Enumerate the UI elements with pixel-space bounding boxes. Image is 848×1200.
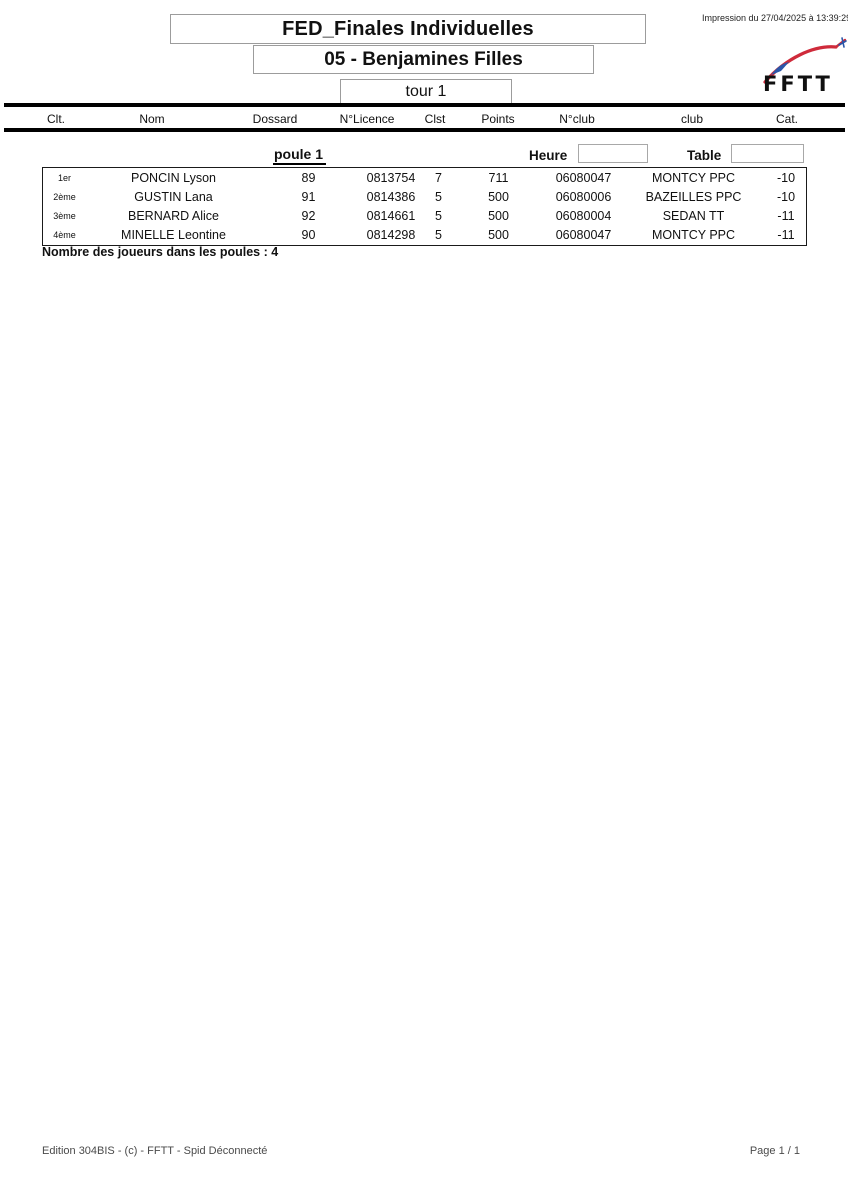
table-input[interactable] <box>731 144 804 163</box>
print-timestamp: Impression du 27/04/2025 à 13:39:29 <box>702 13 848 23</box>
table-row: 1er PONCIN Lyson 89 0813754 7 711 060800… <box>43 168 806 187</box>
fftt-logo-icon: FFTT <box>763 37 847 94</box>
col-header-cat: Cat. <box>775 112 799 126</box>
cell-licence: 0814386 <box>366 189 416 204</box>
cell-clst: 5 <box>435 189 442 204</box>
cell-dossard: 90 <box>301 228 316 243</box>
heure-input[interactable] <box>578 144 648 163</box>
cell-name: PONCIN Lyson <box>131 170 216 185</box>
cell-clst: 7 <box>435 170 442 185</box>
cell-licence: 0813754 <box>366 170 416 185</box>
col-header-clst: Clst <box>424 112 446 126</box>
cell-dossard: 91 <box>301 189 316 204</box>
cell-club: MONTCY PPC <box>651 170 736 185</box>
table-row: 2ème GUSTIN Lana 91 0814386 5 500 060800… <box>43 187 806 206</box>
col-header-nclub: N°club <box>559 112 595 126</box>
col-header-licence: N°Licence <box>339 112 395 126</box>
col-header-clt: Clt. <box>47 112 65 126</box>
table-label: Table <box>687 148 722 163</box>
cell-nclub: 06080006 <box>555 189 612 204</box>
cell-nclub: 06080004 <box>555 209 612 224</box>
cell-points: 500 <box>488 189 509 204</box>
logo-text: FFTT <box>763 72 833 94</box>
cell-points: 500 <box>488 228 509 243</box>
heure-label: Heure <box>529 148 568 163</box>
cell-dossard: 92 <box>301 209 316 224</box>
round-title: tour 1 <box>340 79 512 104</box>
cell-rank: 3ème <box>53 211 76 222</box>
cell-club: BAZEILLES PPC <box>645 189 742 204</box>
cell-rank: 2ème <box>53 191 76 202</box>
players-table: 1er PONCIN Lyson 89 0813754 7 711 060800… <box>42 167 807 246</box>
col-header-dossard: Dossard <box>252 112 298 126</box>
col-header-nom: Nom <box>139 112 165 126</box>
category-title: 05 - Benjamines Filles <box>253 45 594 74</box>
cell-rank: 4ème <box>53 230 76 241</box>
cell-nclub: 06080047 <box>555 228 612 243</box>
cell-club: SEDAN TT <box>662 209 725 224</box>
header-rule-top <box>4 103 845 107</box>
cell-licence: 0814298 <box>366 228 416 243</box>
footer-edition: Edition 304BIS - (c) - FFTT - Spid Décon… <box>42 1145 268 1157</box>
cell-nclub: 06080047 <box>555 170 612 185</box>
players-count-note: Nombre des joueurs dans les poules : 4 <box>42 245 279 259</box>
col-header-club: club <box>680 112 704 126</box>
cell-cat: -11 <box>777 209 795 224</box>
table-row: 4ème MINELLE Leontine 90 0814298 5 500 0… <box>43 226 806 245</box>
cell-club: MONTCY PPC <box>651 228 736 243</box>
cell-points: 500 <box>488 209 509 224</box>
cell-name: MINELLE Leontine <box>121 228 226 243</box>
cell-rank: 1er <box>57 172 71 183</box>
cell-cat: -10 <box>776 170 796 185</box>
cell-points: 711 <box>488 170 509 185</box>
cell-clst: 5 <box>435 228 442 243</box>
header-rule-bottom <box>4 128 845 132</box>
table-row: 3ème BERNARD Alice 92 0814661 5 500 0608… <box>43 207 806 226</box>
cell-name: GUSTIN Lana <box>134 189 213 204</box>
cell-dossard: 89 <box>301 170 316 185</box>
footer-page: Page 1 / 1 <box>749 1145 800 1157</box>
cell-name: BERNARD Alice <box>128 209 219 224</box>
cell-cat: -10 <box>776 189 796 204</box>
pool-title: poule 1 <box>273 146 327 165</box>
cell-licence: 0814661 <box>366 209 416 224</box>
col-header-points: Points <box>481 112 515 126</box>
document-title: FED_Finales Individuelles <box>170 14 646 44</box>
cell-cat: -11 <box>777 228 795 243</box>
cell-clst: 5 <box>435 209 442 224</box>
